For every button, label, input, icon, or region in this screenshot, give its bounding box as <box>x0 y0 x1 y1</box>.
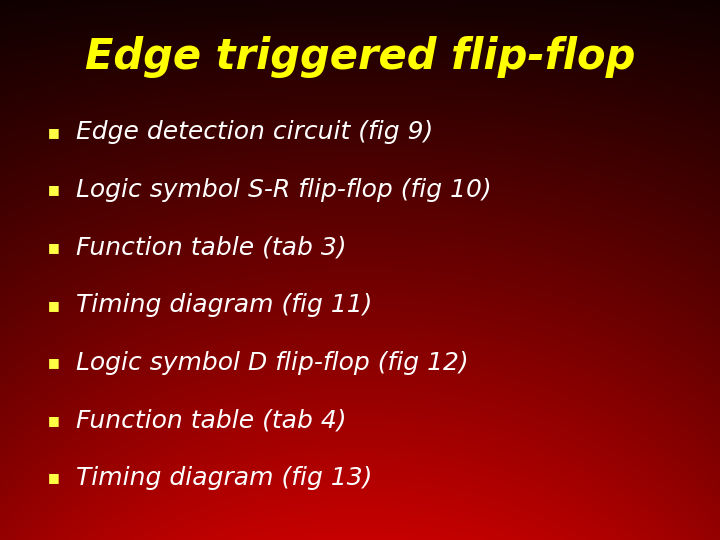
Text: Function table (tab 3): Function table (tab 3) <box>76 235 346 260</box>
Text: Function table (tab 4): Function table (tab 4) <box>76 408 346 433</box>
Text: Timing diagram (fig 13): Timing diagram (fig 13) <box>76 466 372 490</box>
Text: Logic symbol S-R flip-flop (fig 10): Logic symbol S-R flip-flop (fig 10) <box>76 178 491 202</box>
Text: ■: ■ <box>48 356 60 369</box>
Text: ■: ■ <box>48 414 60 427</box>
Text: ■: ■ <box>48 299 60 312</box>
Text: Edge triggered flip-flop: Edge triggered flip-flop <box>85 36 635 78</box>
Text: Edge detection circuit (fig 9): Edge detection circuit (fig 9) <box>76 120 433 144</box>
Text: Logic symbol D flip-flop (fig 12): Logic symbol D flip-flop (fig 12) <box>76 350 468 375</box>
Text: ■: ■ <box>48 126 60 139</box>
Text: ■: ■ <box>48 241 60 254</box>
Text: ■: ■ <box>48 471 60 484</box>
Text: ■: ■ <box>48 184 60 197</box>
Text: Timing diagram (fig 11): Timing diagram (fig 11) <box>76 293 372 317</box>
